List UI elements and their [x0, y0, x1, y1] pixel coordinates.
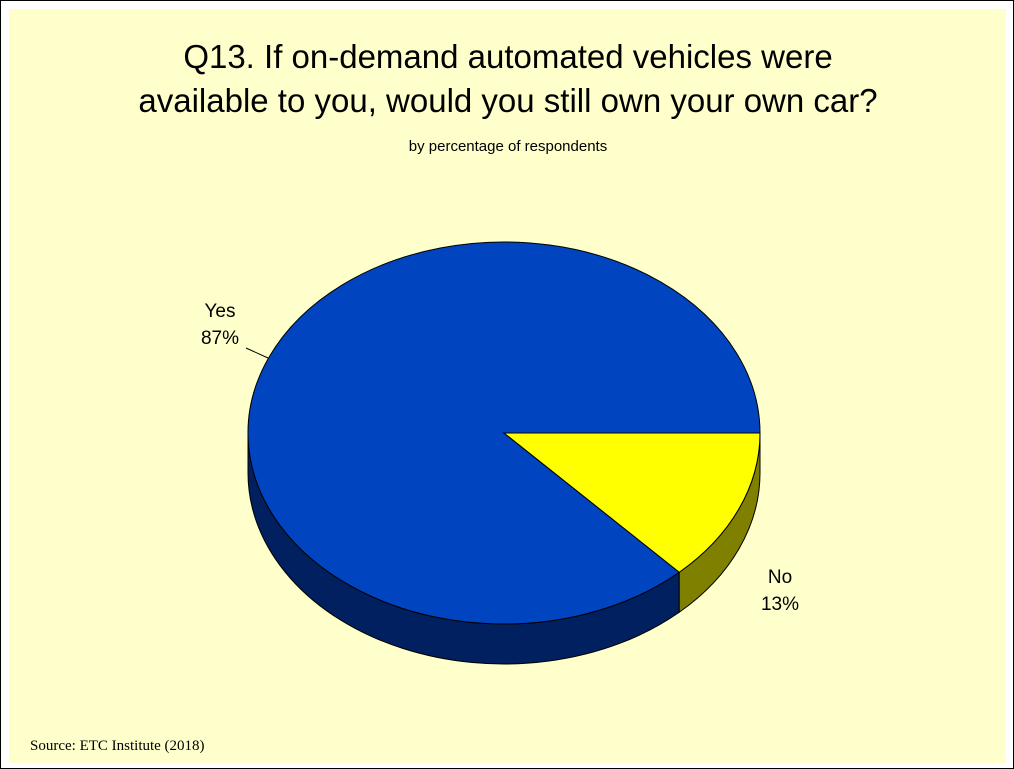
yes-leader-line [245, 347, 269, 359]
chart-title-line-1: Q13. If on-demand automated vehicles wer… [183, 38, 832, 75]
source-note: Source: ETC Institute (2018) [30, 738, 205, 754]
chart-subtitle: by percentage of respondents [409, 138, 607, 155]
slice-label-no-name: No [768, 567, 792, 588]
pie-slice-no [502, 432, 761, 573]
pie-slices [247, 241, 761, 665]
slice-label-yes-value: 87% [201, 328, 239, 349]
chart-title-line-2: available to you, would you still own yo… [138, 82, 877, 119]
slice-label-yes-name: Yes [205, 301, 236, 322]
slice-label-no-value: 13% [761, 594, 799, 615]
